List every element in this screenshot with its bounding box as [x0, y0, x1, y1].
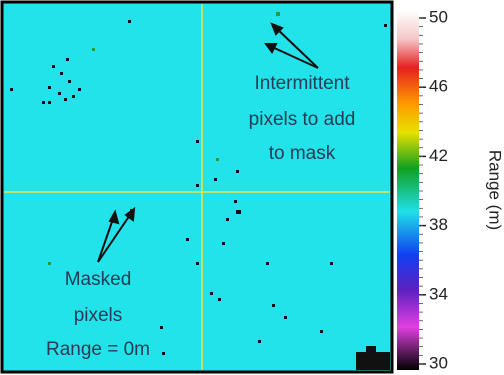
colorbar: [397, 10, 419, 370]
annotation-line: to mask: [269, 143, 336, 164]
tick-label: 50: [429, 7, 448, 26]
annotation-line: Masked: [65, 269, 132, 290]
range-image: [2, 2, 392, 372]
annotation-line: Intermittent: [254, 73, 350, 94]
annotation-line: Range = 0m: [46, 339, 150, 360]
tick-label: 34: [429, 284, 448, 303]
tick-label: 46: [429, 77, 448, 96]
figure: Intermittent pixels to add to mask Maske…: [0, 0, 504, 375]
tick-label: 30: [429, 353, 448, 372]
annotation-line: pixels to add: [249, 109, 356, 130]
colorbar-ticks: 50 46 42 38 34 30: [419, 7, 448, 372]
tick-label: 42: [429, 146, 448, 165]
annotation-line: pixels: [74, 305, 123, 326]
page: Intermittent pixels to add to mask Maske…: [0, 0, 504, 375]
tick-label: 38: [429, 215, 448, 234]
colorbar-label: Range (m): [486, 150, 504, 230]
